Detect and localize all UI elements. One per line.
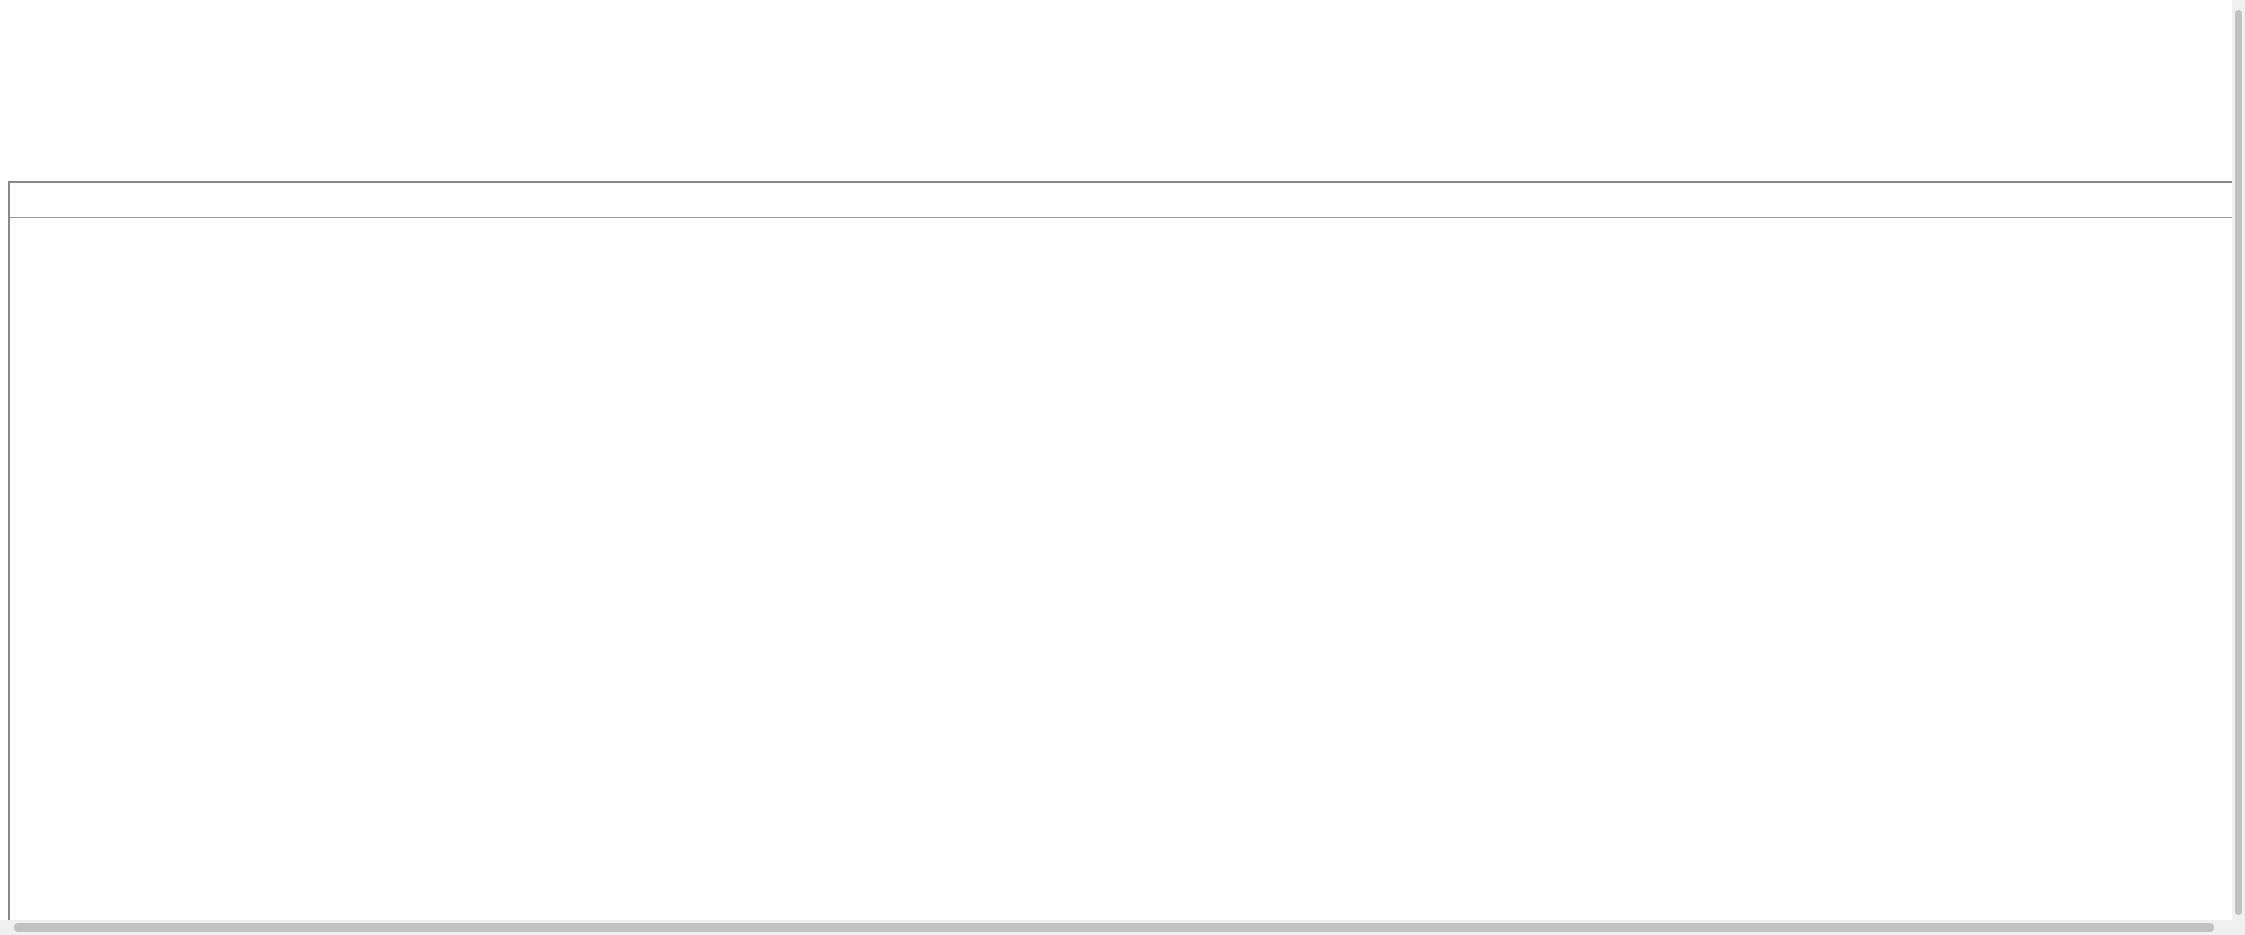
plots (0, 0, 2232, 918)
scroll-thumb[interactable] (14, 923, 2214, 932)
scroll-thumb[interactable] (2235, 10, 2242, 915)
header-separator (10, 217, 2232, 218)
results-table (8, 181, 2232, 920)
